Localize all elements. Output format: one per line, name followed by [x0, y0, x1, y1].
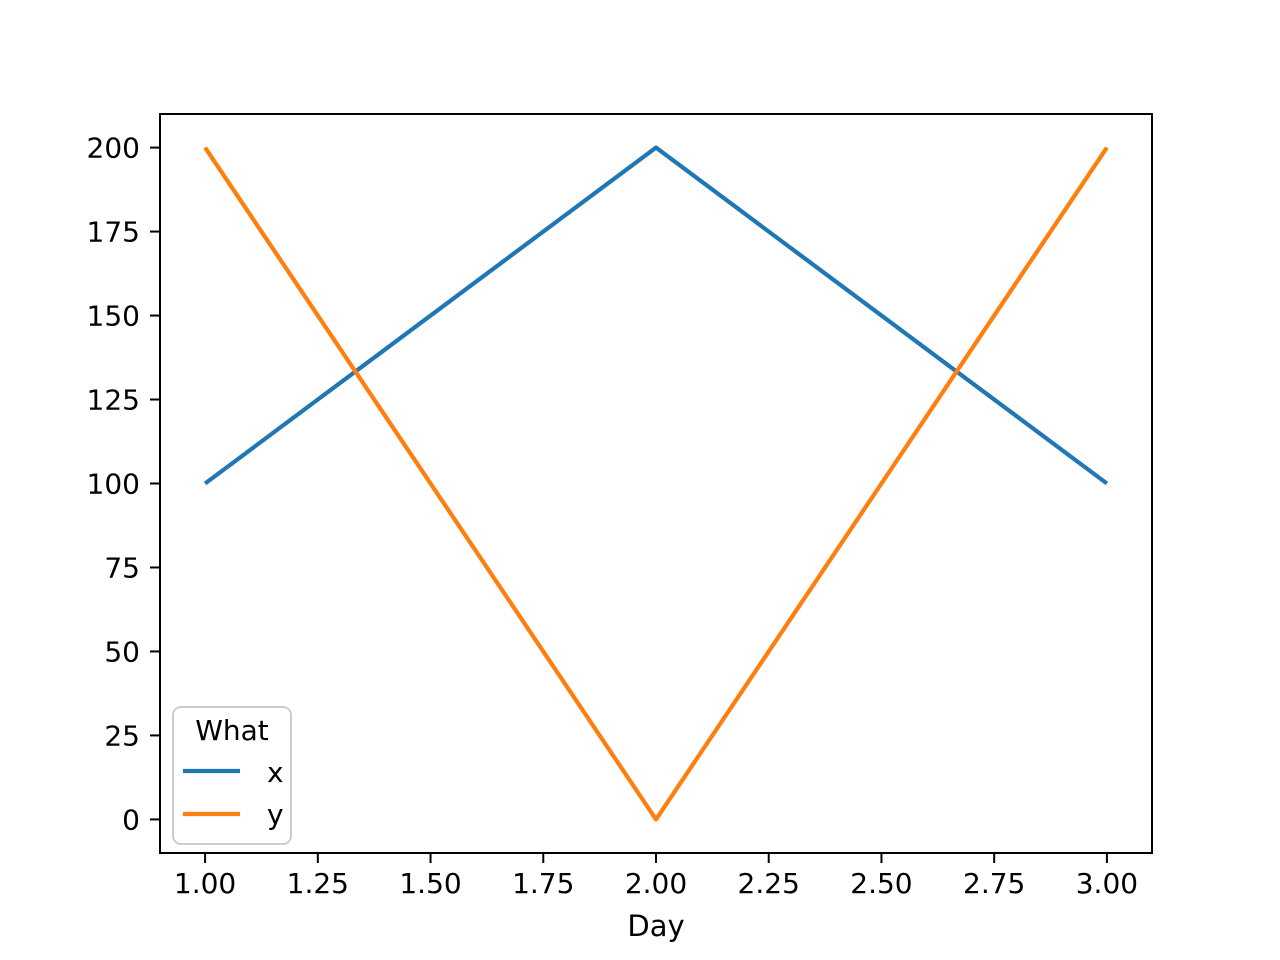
x-tick-label: 1.00: [174, 867, 236, 900]
x-axis-label: Day: [627, 909, 684, 943]
x-tick-label: 2.75: [963, 867, 1025, 900]
series-line-y: [203, 146, 1109, 822]
plot-area: 1.00 1.25 1.50 1.75 2.00 2.25 2.50 2.75 3.00 0 25 5…: [87, 113, 1153, 900]
y-tick-label: 25: [104, 719, 140, 752]
x-tick-label: 1.50: [399, 867, 461, 900]
y-tick-label: 150: [87, 300, 140, 333]
axes-frame: [159, 113, 1153, 854]
x-tick-label: 1.25: [287, 867, 349, 900]
y-tick-label: 50: [104, 635, 140, 668]
y-tick-label: 75: [104, 551, 140, 584]
x-tick-label: 2.00: [625, 867, 687, 900]
y-tick-label: 0: [122, 803, 140, 836]
x-tick-label: 2.50: [850, 867, 912, 900]
legend-frame: [172, 706, 292, 845]
y-tick-label: 125: [87, 384, 140, 417]
x-tick-label: 1.75: [512, 867, 574, 900]
legend-entry: y: [183, 798, 284, 831]
series-line-x: [203, 145, 1109, 486]
x-tick-label: 3.00: [1076, 867, 1138, 900]
legend: What x y: [172, 706, 292, 845]
legend-entry: x: [183, 756, 284, 789]
legend-label-series-y: y: [267, 798, 284, 831]
legend-title: What: [195, 714, 269, 747]
x-tick-label: 2.25: [738, 867, 800, 900]
legend-label-series-x: x: [267, 756, 284, 789]
y-tick-label: 175: [87, 216, 140, 249]
y-tick-label: 100: [87, 468, 140, 501]
y-tick-label: 200: [87, 132, 140, 165]
